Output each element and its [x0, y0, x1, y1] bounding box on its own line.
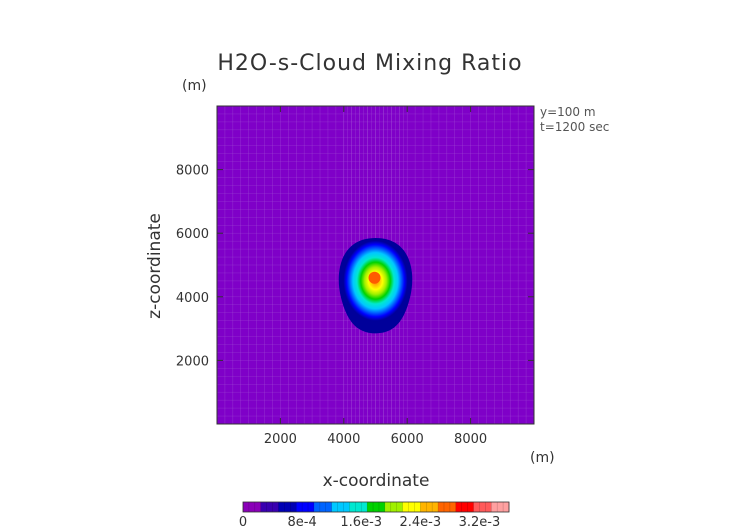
plot-frame: [216, 105, 535, 425]
colorbar-tick-label: 8e-4: [287, 515, 316, 530]
colorbar-segment: [491, 502, 510, 512]
chart-title: H2O-s-Cloud Mixing Ratio: [217, 51, 522, 76]
annotation-y: y=100 m: [540, 105, 596, 119]
colorbar-segment: [367, 502, 386, 512]
colorbar-segment: [455, 502, 474, 512]
colorbar-segment: [473, 502, 492, 512]
colorbar-tick-label: 0: [239, 515, 247, 530]
y-tick-label: 2000: [176, 354, 209, 369]
colorbar-segment: [296, 502, 315, 512]
colorbar-segment: [243, 502, 262, 512]
colorbar-ticks: 0 8e-4 1.6e-3 2.4e-3 3.2e-3: [239, 515, 500, 530]
colorbar-segment: [420, 502, 439, 512]
x-axis-label: x-coordinate: [323, 471, 430, 491]
cloud-layer: [338, 237, 413, 334]
y-tick-label: 8000: [176, 164, 209, 179]
x-tick-label: 8000: [454, 432, 487, 447]
y-unit-label: (m): [182, 78, 207, 94]
colorbar: [242, 501, 510, 513]
y-tick-label: 6000: [176, 227, 209, 242]
colorbar-segment: [402, 502, 421, 512]
cloud-peak: [368, 271, 381, 284]
colorbar-frame: [242, 501, 510, 513]
x-tick-label: 4000: [327, 432, 360, 447]
y-ticks: 2000 4000 6000 8000: [176, 164, 534, 369]
colorbar-tick-label: 2.4e-3: [400, 515, 442, 530]
annotation-time: t=1200 sec: [540, 120, 609, 134]
x-tick-label: 2000: [264, 432, 297, 447]
x-unit-label: (m): [530, 450, 555, 466]
colorbar-segment: [313, 502, 332, 512]
colorbar-segment: [278, 502, 297, 512]
y-tick-label: 4000: [176, 291, 209, 306]
colorbar-tick-label: 3.2e-3: [459, 515, 501, 530]
colorbar-tick-label: 1.6e-3: [340, 515, 382, 530]
y-axis-label: z-coordinate: [145, 213, 165, 319]
colorbar-segment: [349, 502, 368, 512]
x-tick-label: 6000: [391, 432, 424, 447]
colorbar-segment: [331, 502, 350, 512]
colorbar-segment: [260, 502, 279, 512]
colorbar-segment: [384, 502, 403, 512]
colorbar-segment: [438, 502, 457, 512]
x-ticks: 2000 4000 6000 8000: [264, 106, 487, 447]
